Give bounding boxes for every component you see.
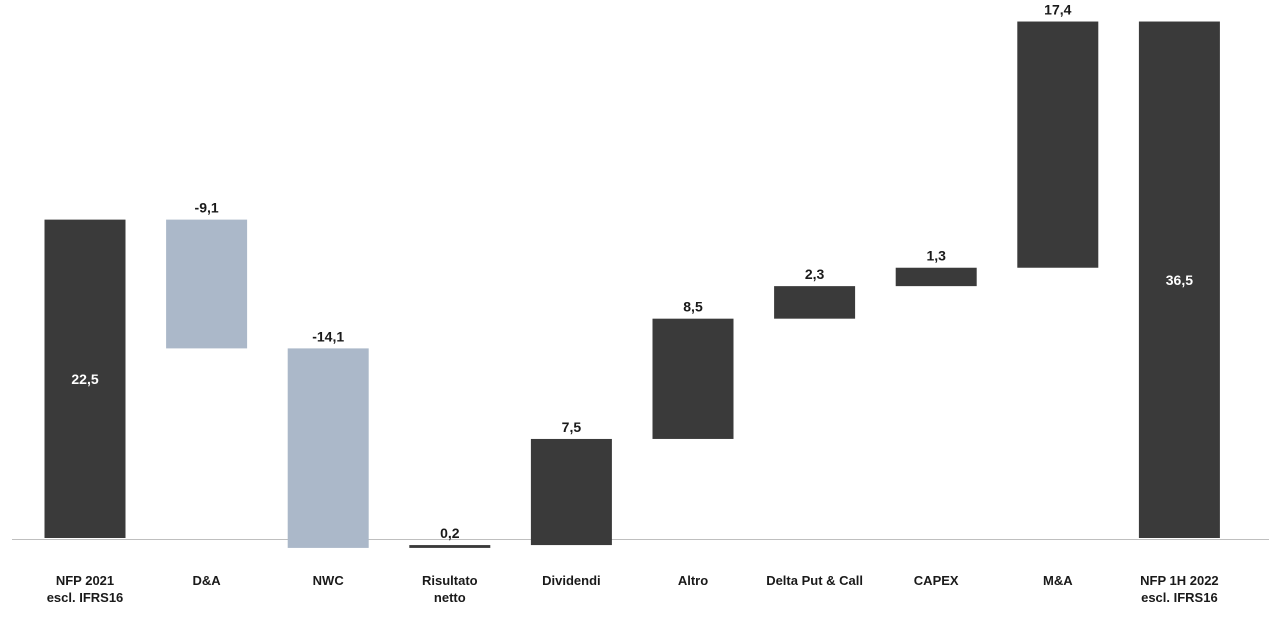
labels-layer: 22,5 -9,1 -14,1 0,2 7,5 8,5 2,3 1,3 17,4 36,5	[71, 2, 1193, 542]
x-tick-label-8: CAPEX	[914, 573, 959, 588]
bar-1	[44, 219, 126, 538]
data-label-5: 7,5	[562, 419, 582, 435]
x-tick-label-9: M&A	[1043, 573, 1073, 588]
bar-7	[774, 286, 856, 319]
bar-8	[895, 267, 977, 287]
x-tick-label-2: D&A	[193, 573, 222, 588]
bar-10	[1138, 21, 1220, 538]
bar-5	[530, 438, 612, 546]
data-label-1: 22,5	[71, 371, 98, 387]
data-label-2: -9,1	[195, 200, 219, 216]
data-label-8: 1,3	[926, 248, 946, 264]
x-tick-label-line: Dividendi	[542, 573, 601, 588]
x-tick-label-line: Risultato	[422, 573, 478, 588]
data-label-6: 8,5	[683, 299, 703, 315]
x-tick-label-line: NWC	[313, 573, 345, 588]
data-label-4: 0,2	[440, 525, 460, 541]
x-tick-label-line: D&A	[193, 573, 222, 588]
x-tick-label-6: Altro	[678, 573, 708, 588]
bars-layer	[44, 21, 1220, 548]
bar-4	[409, 545, 491, 548]
x-tick-label-1: NFP 2021 escl. IFRS16	[47, 573, 124, 605]
x-tick-label-3: NWC	[313, 573, 345, 588]
bar-6	[652, 318, 734, 439]
x-tick-label-5: Dividendi	[542, 573, 601, 588]
x-tick-label-10: NFP 1H 2022 escl. IFRS16	[1140, 573, 1219, 605]
x-tick-label-line: netto	[434, 590, 466, 605]
x-tick-label-line: escl. IFRS16	[1141, 590, 1218, 605]
x-tick-label-line: Delta Put & Call	[766, 573, 863, 588]
data-label-7: 2,3	[805, 266, 825, 282]
bar-3	[287, 348, 369, 548]
data-label-3: -14,1	[312, 328, 344, 344]
bar-9	[1017, 21, 1099, 268]
x-tick-label-line: Altro	[678, 573, 708, 588]
x-tick-label-line: NFP 2021	[56, 573, 114, 588]
data-label-10: 36,5	[1166, 272, 1193, 288]
x-tick-label-line: escl. IFRS16	[47, 590, 124, 605]
x-tick-labels: NFP 2021 escl. IFRS16 D&A NWC Risultato netto…	[47, 573, 1219, 605]
x-tick-label-line: M&A	[1043, 573, 1073, 588]
x-tick-label-4: Risultato netto	[422, 573, 478, 605]
x-tick-label-7: Delta Put & Call	[766, 573, 863, 588]
data-label-9: 17,4	[1044, 2, 1071, 18]
x-tick-label-line: NFP 1H 2022	[1140, 573, 1219, 588]
bar-2	[166, 219, 248, 349]
x-tick-label-line: CAPEX	[914, 573, 959, 588]
